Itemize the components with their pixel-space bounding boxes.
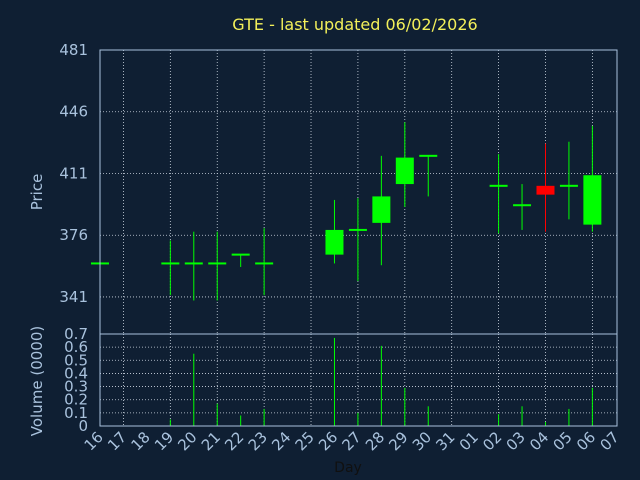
candle-body	[184, 262, 203, 265]
volume-tick-label: 0.3	[64, 378, 88, 396]
volume-axis-ticks: 00.10.20.30.40.50.60.7	[64, 325, 88, 435]
candle-body	[325, 229, 344, 255]
volume-tick-label: 0.1	[64, 404, 88, 422]
candle-body	[161, 262, 180, 265]
volume-panel: 00.10.20.30.40.50.60.7 Volume (0000)	[28, 325, 618, 436]
candle-body	[419, 154, 438, 157]
volume-tick-label: 0.2	[64, 391, 88, 409]
price-tick-label: 446	[59, 103, 88, 121]
candle-body	[231, 253, 250, 256]
price-tick-label: 376	[59, 226, 88, 244]
candle-body	[559, 184, 578, 187]
candle-body	[395, 157, 414, 185]
candle-body	[208, 262, 227, 265]
volume-plot-frame	[99, 333, 618, 427]
candle-body	[536, 185, 555, 195]
price-tick-label: 481	[59, 41, 88, 59]
price-tick-label: 341	[59, 288, 88, 306]
candle-body	[489, 184, 508, 187]
candle-body	[513, 204, 532, 207]
price-axis-ticks: 341 376 411 446 481	[59, 41, 88, 306]
volume-tick-label: 0	[78, 417, 88, 435]
volume-tick-label: 0.4	[64, 364, 88, 382]
chart-title: GTE - last updated 06/02/2026	[232, 15, 477, 34]
x-axis-ticks: 1617181920212223242526272829303101020304…	[81, 428, 623, 454]
volume-plot-area	[100, 334, 617, 426]
price-panel: 341 376 411 446 481 Price	[28, 41, 618, 335]
volume-tick-label: 0.5	[64, 351, 88, 369]
candle-body	[255, 262, 274, 265]
price-axis-label: Price	[28, 174, 46, 211]
x-axis-label: Day	[334, 460, 362, 476]
price-plot-area	[100, 50, 617, 334]
candle-body	[348, 228, 367, 231]
volume-axis-label: Volume (0000)	[28, 326, 46, 436]
volume-tick-label: 0.6	[64, 338, 88, 356]
volume-bars	[169, 337, 593, 426]
price-tick-label: 411	[59, 164, 88, 182]
volume-tick-label: 0.7	[64, 325, 88, 343]
candle-body	[583, 175, 602, 225]
price-candles	[91, 122, 602, 301]
candle-body	[372, 196, 391, 223]
